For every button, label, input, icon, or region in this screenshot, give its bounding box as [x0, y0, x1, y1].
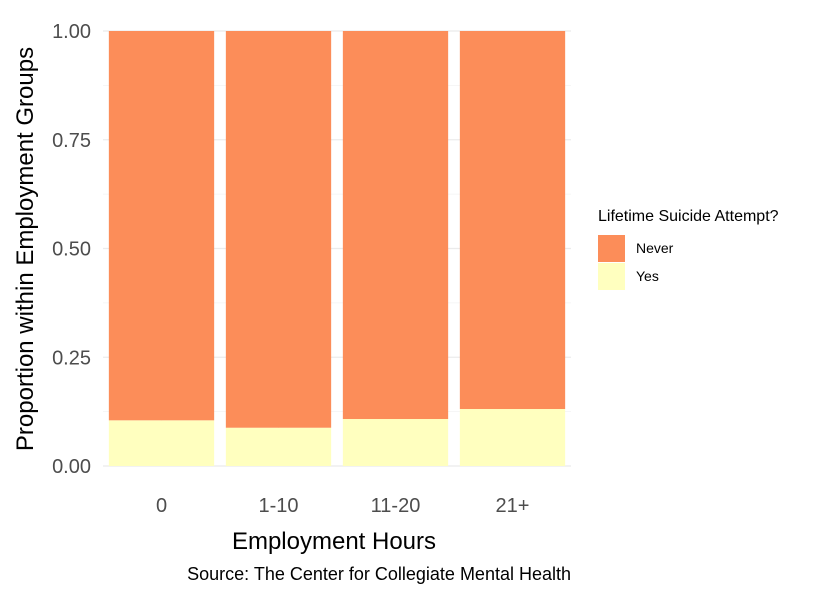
- bar-yes-11-20: [342, 419, 449, 466]
- y-axis-title: Proportion within Employment Groups: [12, 47, 39, 451]
- bar-yes-21+: [459, 409, 566, 466]
- bar-never-11-20: [342, 31, 449, 420]
- bar-yes-1-10: [225, 427, 332, 466]
- y-tick-label: 0.75: [52, 130, 91, 152]
- x-tick-label: 21+: [496, 495, 530, 517]
- legend-label-yes: Yes: [636, 268, 659, 284]
- y-axis-ticks: 0.00 0.25 0.50 0.75 1.00: [52, 21, 91, 478]
- x-tick-label: 0: [156, 495, 167, 517]
- legend-title: Lifetime Suicide Attempt?: [598, 208, 779, 225]
- bar-never-1-10: [225, 31, 332, 428]
- bar-yes-0: [108, 420, 215, 466]
- x-tick-label: 11-20: [371, 495, 421, 517]
- bars: [108, 31, 566, 466]
- legend-label-never: Never: [636, 240, 674, 256]
- x-axis-title: Employment Hours: [232, 528, 436, 555]
- x-tick-label: 1-10: [258, 495, 298, 517]
- y-tick-label: 0.50: [52, 239, 91, 261]
- bar-never-0: [108, 31, 215, 421]
- legend: Lifetime Suicide Attempt? Never Yes: [598, 208, 779, 290]
- bar-never-21+: [459, 31, 566, 410]
- y-tick-label: 0.25: [52, 347, 91, 369]
- y-tick-label: 1.00: [52, 21, 91, 43]
- chart-caption: Source: The Center for Collegiate Mental…: [187, 564, 571, 584]
- x-axis-ticks: 0 1-10 11-20 21+: [156, 495, 530, 517]
- y-tick-label: 0.00: [52, 456, 91, 478]
- legend-swatch-never: [598, 235, 625, 262]
- legend-swatch-yes: [598, 263, 625, 290]
